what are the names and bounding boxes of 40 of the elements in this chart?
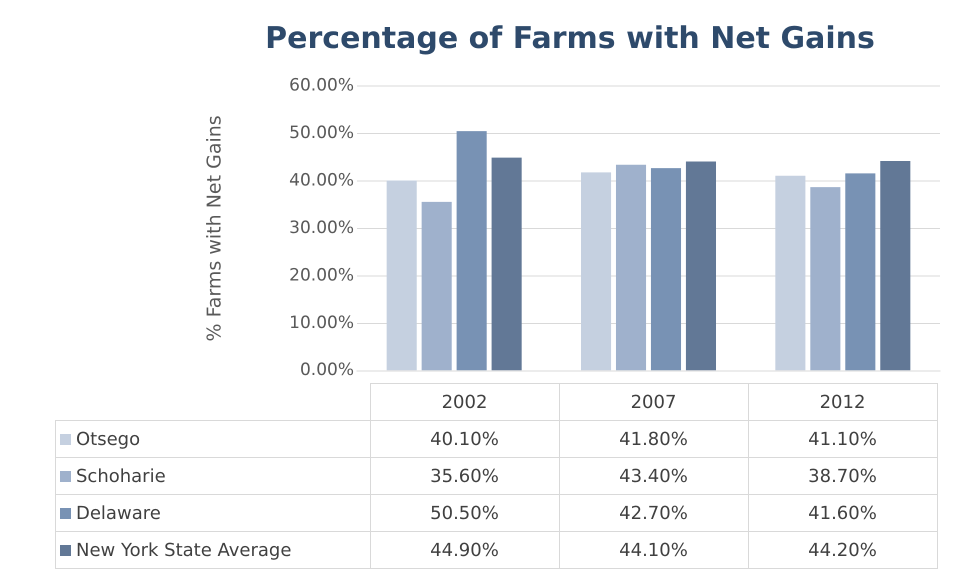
bar [880,161,910,370]
bar [845,173,876,370]
chart-title: Percentage of Farms with Net Gains [265,20,875,56]
legend-label: Schoharie [56,458,370,494]
bar [492,158,522,370]
text: 40.10% [430,428,499,450]
x-tick-label: 2012 [748,384,937,420]
bar [580,172,612,370]
legend-label: New York State Average [56,532,370,568]
legend-label: Otsego [56,420,370,458]
text: 44.10% [619,540,688,560]
bar [386,180,417,370]
y-tick-label: 40.00% [289,170,354,190]
bar [686,161,716,370]
y-tick-label: 30.00% [289,218,354,238]
bar [810,187,840,370]
y-tick-label: 60.00% [289,75,354,96]
bar [616,164,646,370]
y-tick-label: 50.00% [289,122,354,143]
y-axis-title: % Farms with Net Gains [203,115,226,342]
y-tick-label: 20.00% [289,265,354,286]
text: 42.70% [619,502,688,524]
x-tick-label: 2002 [370,384,559,420]
y-tick-label: 10.00% [289,312,354,333]
text: 41.60% [808,502,877,524]
text: 44.90% [430,540,499,560]
text: 44.20% [808,540,877,560]
text: 41.80% [619,428,688,450]
text: 41.10% [808,428,877,450]
text: 38.70% [808,466,877,486]
x-tick-label: 2007 [559,384,748,420]
text: 50.50% [430,502,499,524]
legend-label: Delaware [56,494,370,532]
bar [775,176,806,370]
y-tick-label: 0.00% [300,360,354,380]
text: 43.40% [619,466,688,486]
bar [456,131,487,370]
bar [650,168,682,370]
text: 35.60% [430,466,499,486]
bar [422,202,452,370]
